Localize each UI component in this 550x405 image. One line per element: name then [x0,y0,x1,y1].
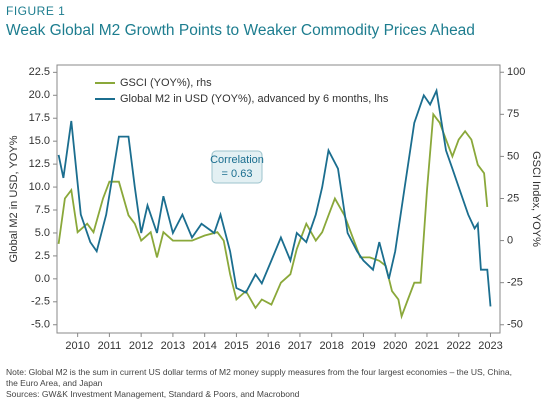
series-line [57,87,492,307]
annotation: = 0.63 [222,168,253,180]
legend-label: Global M2 in USD (YOY%), advanced by 6 m… [120,93,389,105]
plot-frame [56,64,501,334]
figure-label: FIGURE 1 [6,4,66,18]
y2-axis-label: GSCI Index, YOY% [530,151,542,247]
y-tick-label: -5.0 [31,319,50,331]
y2-tick-label: 25 [507,192,519,204]
x-tick-label: 2014 [192,340,216,352]
y2-tick-label: -50 [507,319,523,331]
y-tick-label: 22.5 [29,66,50,78]
y-tick-label: 5.0 [35,227,50,239]
x-tick-label: 2021 [415,340,439,352]
y-tick-label: 10.0 [29,181,50,193]
y-tick-label: 7.5 [35,204,50,216]
x-tick-label: 2022 [446,340,470,352]
x-tick-label: 2019 [351,340,375,352]
y-tick-label: 12.5 [29,158,50,170]
x-tick-label: 2010 [65,340,89,352]
x-tick-label: 2013 [161,340,185,352]
series-line [57,111,489,320]
annotation: Correlation [210,154,264,166]
x-tick-label: 2012 [129,340,153,352]
y-axis-label: Global M2 in USD, YOY% [8,135,20,262]
y2-tick-label: 100 [507,66,525,78]
x-tick-label: 2020 [383,340,407,352]
y-tick-label: 17.5 [29,112,50,124]
y-tick-label: 15.0 [29,135,50,147]
y2-tick-label: 50 [507,150,519,162]
x-tick-label: 2023 [478,340,502,352]
note: Note: Global M2 is the sum in current US… [6,367,512,388]
notes: Note: Global M2 is the sum in current US… [6,367,526,400]
y2-tick-label: 0 [507,234,513,246]
chart: Global M2 in USD, YOY% GSCI Index, YOY% … [8,64,542,352]
annotation-box [211,150,263,184]
y2-tick-label: 75 [507,108,519,120]
x-tick-label: 2018 [319,340,343,352]
y-tick-label: -2.5 [31,296,50,308]
y-tick-label: 20.0 [29,89,50,101]
y-tick-label: 0.0 [35,273,50,285]
x-tick-label: 2017 [288,340,312,352]
legend-label: GSCI (YOY%), rhs [120,77,212,89]
y2-tick-label: -25 [507,277,523,289]
x-tick-label: 2015 [224,340,248,352]
x-tick-label: 2016 [256,340,280,352]
sources: Sources: GW&K Investment Management, Sta… [6,389,300,399]
chart-title: Weak Global M2 Growth Points to Weaker C… [6,22,475,39]
x-tick-label: 2011 [98,340,122,352]
y-tick-label: 2.5 [35,250,50,262]
